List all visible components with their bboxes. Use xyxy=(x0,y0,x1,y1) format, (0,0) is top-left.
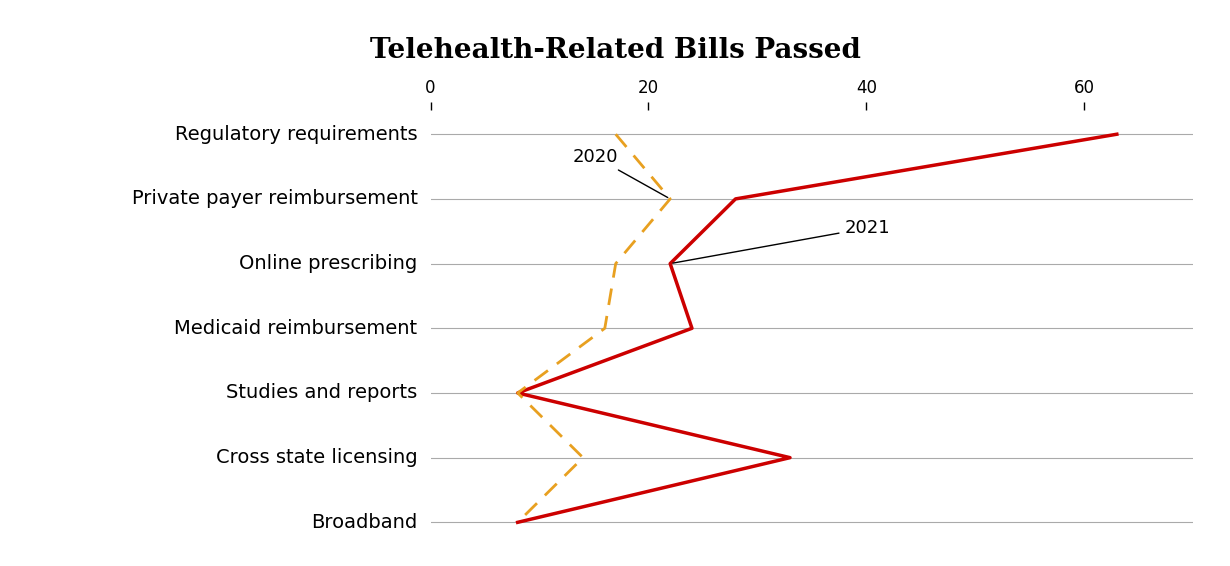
Text: Private payer reimbursement: Private payer reimbursement xyxy=(132,190,417,208)
Text: Studies and reports: Studies and reports xyxy=(226,384,417,402)
Text: Medicaid reimbursement: Medicaid reimbursement xyxy=(175,319,417,338)
Text: 2020: 2020 xyxy=(572,148,668,198)
Text: Cross state licensing: Cross state licensing xyxy=(216,448,417,467)
Text: Regulatory requirements: Regulatory requirements xyxy=(175,125,417,144)
Text: Telehealth-Related Bills Passed: Telehealth-Related Bills Passed xyxy=(369,37,861,65)
Text: Broadband: Broadband xyxy=(311,513,417,532)
Text: 2021: 2021 xyxy=(673,219,891,263)
Text: Online prescribing: Online prescribing xyxy=(240,254,417,273)
